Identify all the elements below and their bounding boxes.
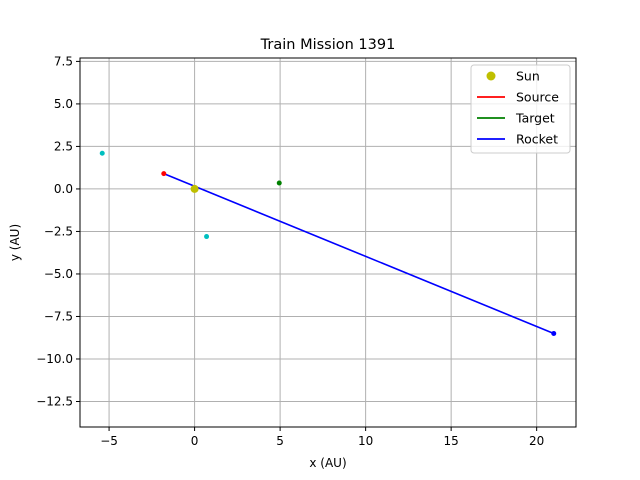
x-ticks: −5 0 5 10 15 20 [100, 427, 544, 448]
x-tick-label: 15 [444, 434, 459, 448]
legend-label-rocket: Rocket [516, 132, 558, 147]
planet-point [204, 234, 210, 240]
chart-title: Train Mission 1391 [260, 37, 396, 53]
sun-point [190, 184, 199, 193]
y-tick-label: 7.5 [54, 54, 73, 68]
target-point [276, 180, 282, 186]
x-tick-label: −5 [100, 434, 118, 448]
legend-box [470, 64, 571, 154]
legend-label-target: Target [515, 111, 555, 126]
legend-label-source: Source [516, 90, 559, 105]
y-tick-label: 5.0 [54, 97, 73, 111]
y-tick-label: −2.5 [44, 224, 73, 238]
x-tick-label: 5 [276, 434, 284, 448]
y-tick-label: −5.0 [44, 267, 73, 281]
y-tick-label: −10.0 [36, 352, 73, 366]
rocket-end-point [551, 330, 557, 336]
y-tick-label: −7.5 [44, 309, 73, 323]
series [99, 150, 557, 336]
y-tick-label: 0.0 [54, 182, 73, 196]
rocket-trajectory-line [163, 172, 555, 335]
y-tick-label: −12.5 [36, 394, 73, 408]
plot-frame [79, 57, 577, 428]
legend-label-sun: Sun [516, 69, 540, 84]
legend-swatch-sun [486, 71, 496, 81]
y-tick-label: 2.5 [54, 139, 73, 153]
planet-point [99, 150, 105, 156]
legend: Sun Source Target Rocket [470, 64, 571, 154]
source-point [161, 171, 167, 177]
y-axis-title: y (AU) [8, 224, 22, 261]
x-tick-label: 20 [529, 434, 544, 448]
x-tick-label: 0 [191, 434, 199, 448]
x-axis-title: x (AU) [309, 456, 346, 470]
x-tick-label: 10 [358, 434, 373, 448]
grid [80, 58, 576, 427]
y-ticks: 7.5 5.0 2.5 0.0 −2.5 −5.0 −7.5 −10.0 −12.5 [36, 54, 80, 408]
